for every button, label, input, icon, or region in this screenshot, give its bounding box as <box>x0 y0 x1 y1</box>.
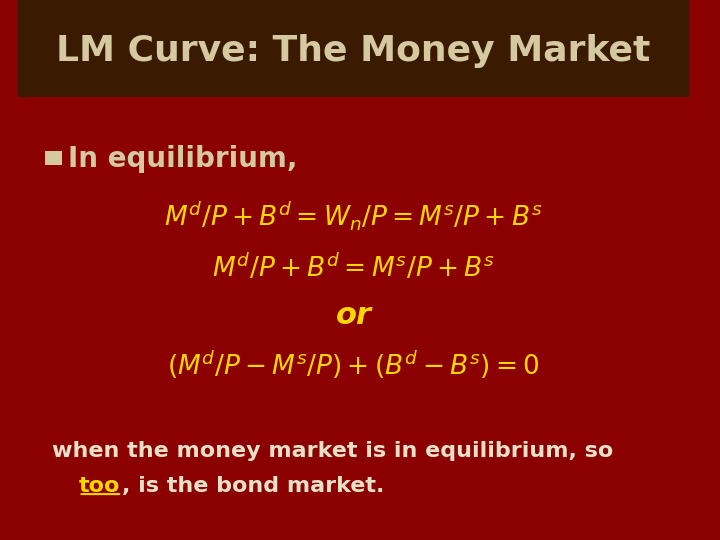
Text: $(M^d/P - M^s/P) + (B^d - B^s) = 0$: $(M^d/P - M^s/P) + (B^d - B^s) = 0$ <box>167 348 540 381</box>
FancyBboxPatch shape <box>18 0 689 97</box>
Bar <box>45 151 62 165</box>
Text: when the money market is in equilibrium, so: when the money market is in equilibrium,… <box>52 441 613 461</box>
Text: too: too <box>78 476 120 496</box>
Text: In equilibrium,: In equilibrium, <box>68 145 298 173</box>
Text: or: or <box>336 301 372 330</box>
Text: LM Curve: The Money Market: LM Curve: The Money Market <box>56 35 651 68</box>
Text: $M^d/P + B^d = W_n/P = M^s/P + B^s$: $M^d/P + B^d = W_n/P = M^s/P + B^s$ <box>164 199 543 233</box>
Text: , is the bond market.: , is the bond market. <box>122 476 384 496</box>
Text: $M^d/P + B^d = M^s/P + B^s$: $M^d/P + B^d = M^s/P + B^s$ <box>212 252 495 282</box>
